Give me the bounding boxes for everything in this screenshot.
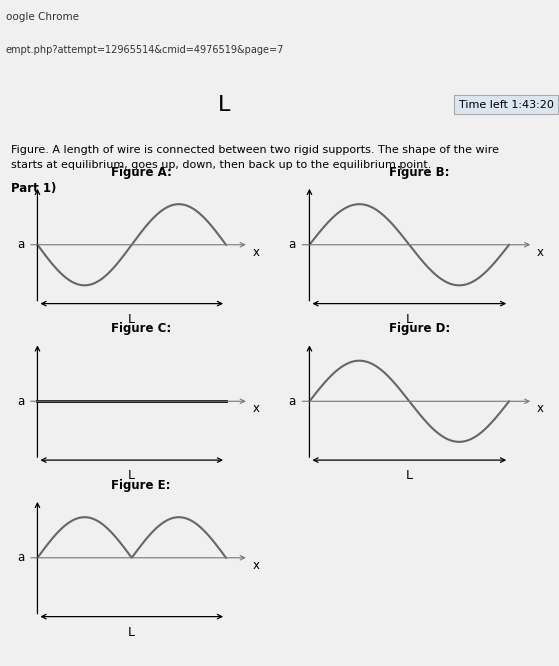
Text: empt.php?attempt=12965514&cmid=4976519&page=7: empt.php?attempt=12965514&cmid=4976519&p… bbox=[6, 45, 284, 55]
Text: a: a bbox=[17, 238, 24, 251]
Title: Figure A:: Figure A: bbox=[111, 166, 172, 178]
Text: x: x bbox=[253, 246, 259, 258]
Text: L: L bbox=[128, 312, 135, 326]
Text: x: x bbox=[253, 402, 259, 415]
Text: starts at equilibrium, goes up, down, then back up to the equilibrium point.: starts at equilibrium, goes up, down, th… bbox=[11, 160, 432, 170]
Text: Time left 1:43:20: Time left 1:43:20 bbox=[458, 100, 553, 110]
Text: Part 1): Part 1) bbox=[11, 182, 56, 195]
Text: a: a bbox=[288, 238, 296, 251]
Text: L: L bbox=[128, 469, 135, 482]
Text: L: L bbox=[406, 312, 413, 326]
Text: x: x bbox=[537, 246, 544, 258]
Text: L: L bbox=[128, 625, 135, 639]
Text: x: x bbox=[253, 559, 259, 571]
Title: Figure C:: Figure C: bbox=[111, 322, 171, 335]
Text: x: x bbox=[537, 402, 544, 415]
Text: oogle Chrome: oogle Chrome bbox=[6, 11, 79, 22]
Title: Figure B:: Figure B: bbox=[389, 166, 449, 178]
Title: Figure D:: Figure D: bbox=[389, 322, 450, 335]
Text: a: a bbox=[17, 395, 24, 408]
Text: L: L bbox=[217, 95, 230, 115]
Text: a: a bbox=[17, 551, 24, 564]
Text: Figure. A length of wire is connected between two rigid supports. The shape of t: Figure. A length of wire is connected be… bbox=[11, 145, 499, 155]
Title: Figure E:: Figure E: bbox=[111, 479, 171, 492]
Text: a: a bbox=[288, 395, 296, 408]
Text: L: L bbox=[406, 469, 413, 482]
